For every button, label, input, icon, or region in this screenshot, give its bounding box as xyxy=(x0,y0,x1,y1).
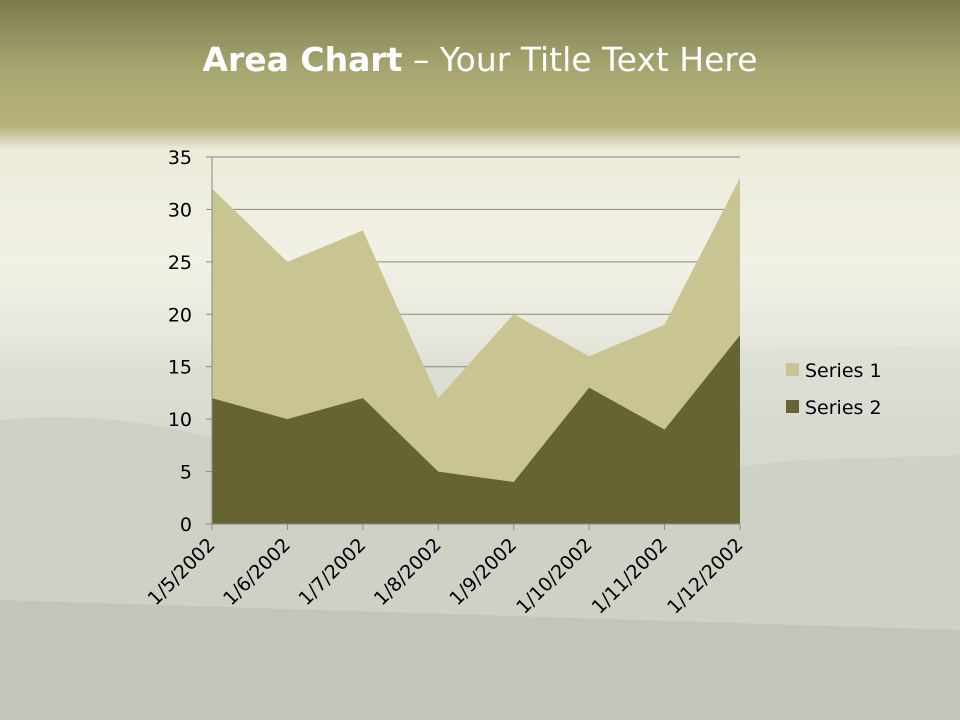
x-tick-label: 1/11/2002 xyxy=(588,534,672,618)
legend-swatch xyxy=(786,400,799,413)
y-tick-label: 30 xyxy=(168,199,192,221)
y-tick-label: 25 xyxy=(168,252,192,274)
x-tick-label: 1/5/2002 xyxy=(144,534,220,610)
x-tick-label: 1/12/2002 xyxy=(663,534,747,618)
y-tick-label: 15 xyxy=(168,357,192,379)
legend-swatch xyxy=(786,363,799,376)
x-tick-label: 1/9/2002 xyxy=(445,534,521,610)
legend-label: Series 1 xyxy=(805,360,882,382)
y-tick-label: 0 xyxy=(180,514,192,536)
area-series-2 xyxy=(212,335,740,524)
x-tick-label: 1/10/2002 xyxy=(512,534,596,618)
y-tick-label: 5 xyxy=(180,462,192,484)
x-tick-label: 1/8/2002 xyxy=(370,534,446,610)
x-tick-label: 1/6/2002 xyxy=(219,534,295,610)
legend-label: Series 2 xyxy=(805,397,882,419)
y-tick-label: 35 xyxy=(168,147,192,169)
slide-title: Area Chart – Your Title Text Here xyxy=(202,40,758,79)
y-tick-label: 10 xyxy=(168,409,192,431)
x-tick-label: 1/7/2002 xyxy=(294,534,370,610)
y-tick-label: 20 xyxy=(168,304,192,326)
